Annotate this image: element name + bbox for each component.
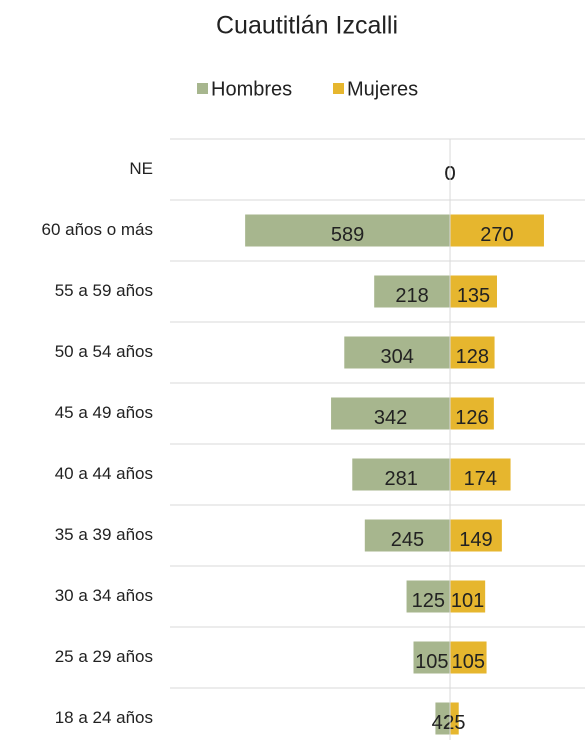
bar <box>450 580 486 613</box>
y-tick-label: 35 a 39 años <box>55 525 153 544</box>
legend-label: Mujeres <box>347 78 418 100</box>
y-tick-label: 60 años o más <box>41 220 153 239</box>
bar <box>245 214 451 247</box>
y-tick-label: 40 a 44 años <box>55 464 153 483</box>
data-label: 42 <box>432 712 454 734</box>
bar <box>374 275 451 308</box>
data-label: 218 <box>395 285 428 307</box>
bar <box>450 336 495 369</box>
legend-label: Hombres <box>211 78 292 100</box>
bar <box>450 214 544 247</box>
data-label: 281 <box>384 468 417 490</box>
chart-title: Cuautitlán Izcalli <box>216 12 398 40</box>
legend-swatch <box>197 83 208 94</box>
data-label: 105 <box>415 651 448 673</box>
y-tick-label: 50 a 54 años <box>55 342 153 361</box>
bar <box>364 519 451 552</box>
data-label: 174 <box>464 468 497 490</box>
data-label: 270 <box>480 224 513 246</box>
y-tick-label: 45 a 49 años <box>55 403 153 422</box>
data-label: 25 <box>443 712 465 734</box>
bar <box>406 580 451 613</box>
bar <box>450 702 459 735</box>
data-label: 105 <box>452 651 485 673</box>
bar <box>352 458 451 491</box>
data-label: 342 <box>374 407 407 429</box>
bar <box>331 397 451 430</box>
y-tick-label: 25 a 29 años <box>55 647 153 666</box>
data-label: 101 <box>451 590 484 612</box>
bar <box>450 641 487 674</box>
data-label: 589 <box>331 224 364 246</box>
bar <box>413 641 451 674</box>
data-label: 245 <box>391 529 424 551</box>
bar <box>344 336 451 369</box>
y-tick-label: NE <box>129 159 153 178</box>
bar <box>450 458 511 491</box>
bar <box>450 519 502 552</box>
legend-swatch <box>333 83 344 94</box>
bar <box>450 397 494 430</box>
data-label: 304 <box>380 346 413 368</box>
bar <box>435 702 451 735</box>
data-label: 126 <box>455 407 488 429</box>
data-label: 128 <box>456 346 489 368</box>
data-label: 135 <box>457 285 490 307</box>
bar <box>450 275 497 308</box>
y-tick-label: 30 a 34 años <box>55 586 153 605</box>
y-tick-label: 18 a 24 años <box>55 708 153 727</box>
data-label: 125 <box>412 590 445 612</box>
data-label: 149 <box>459 529 492 551</box>
y-tick-label: 55 a 59 años <box>55 281 153 300</box>
